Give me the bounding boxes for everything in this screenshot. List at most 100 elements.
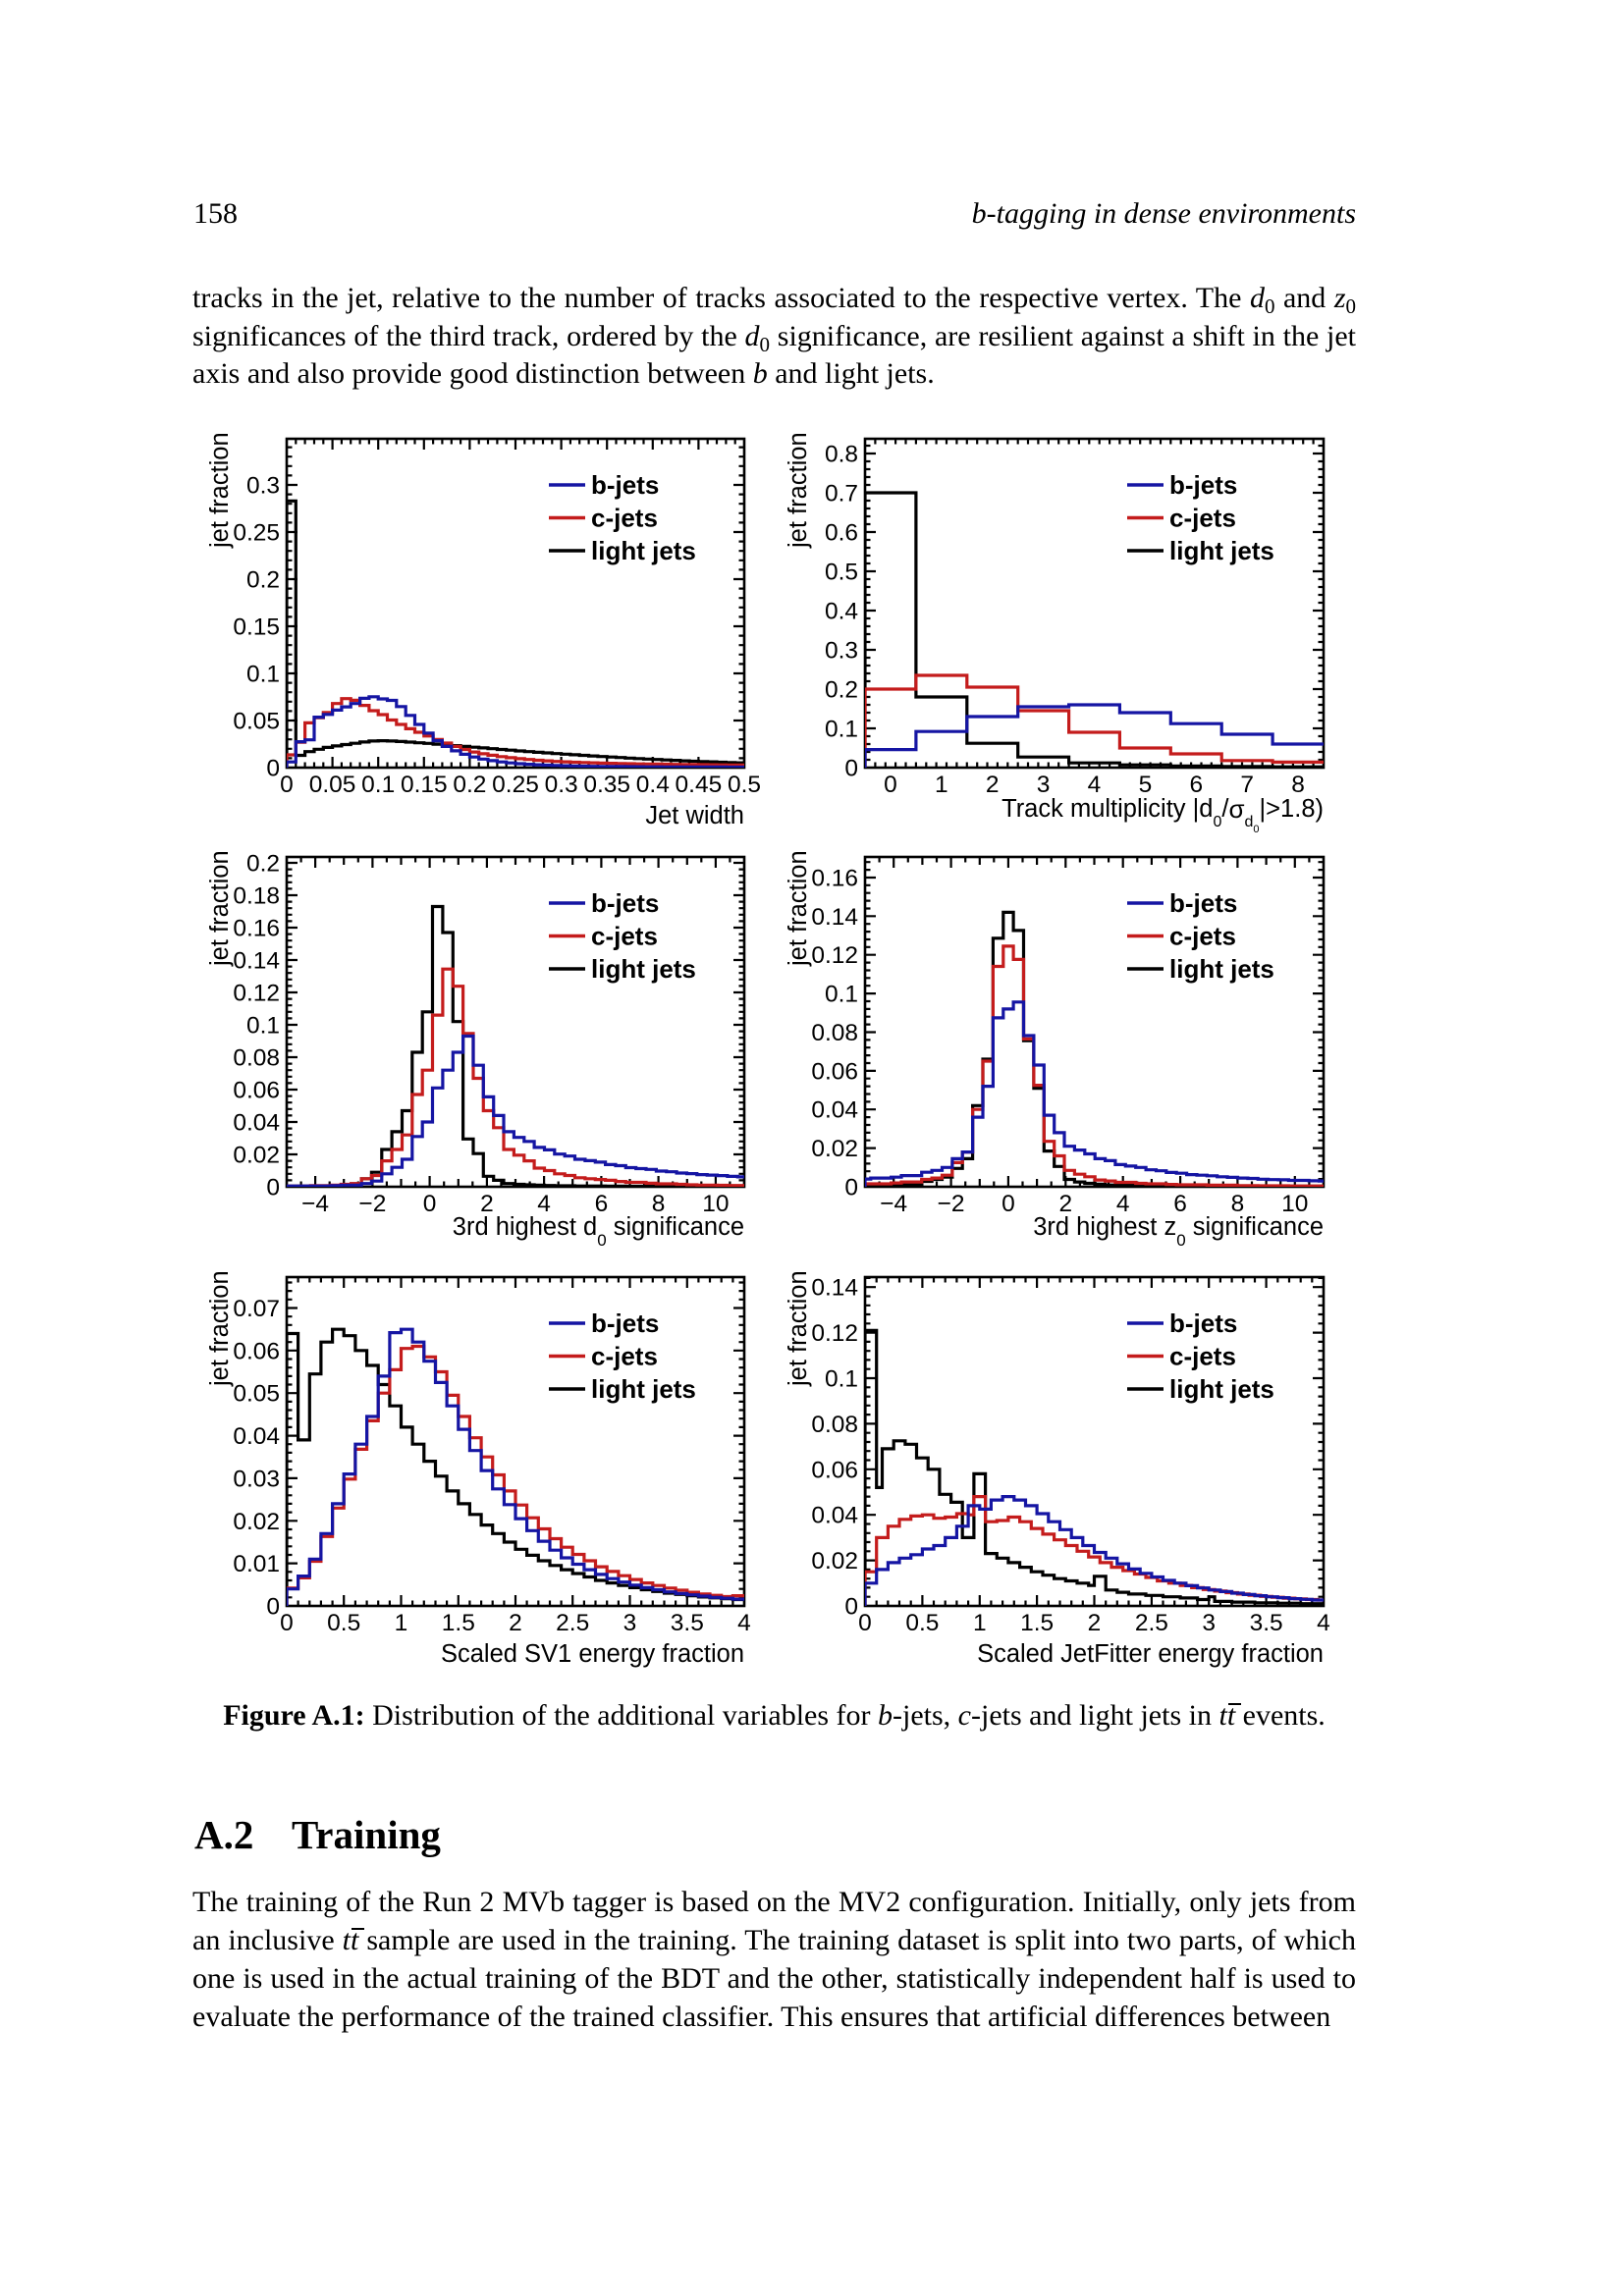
svg-text:light jets: light jets	[1169, 954, 1274, 984]
svg-text:0.05: 0.05	[309, 772, 356, 798]
svg-text:−4: −4	[301, 1191, 329, 1217]
svg-text:0: 0	[423, 1191, 437, 1217]
svg-text:2: 2	[1088, 1610, 1102, 1636]
svg-text:0.1: 0.1	[361, 772, 395, 798]
svg-text:0.4: 0.4	[636, 772, 670, 798]
svg-text:2.5: 2.5	[556, 1610, 589, 1636]
svg-text:6: 6	[1173, 1191, 1187, 1217]
svg-text:1: 1	[395, 1610, 408, 1636]
svg-text:0.25: 0.25	[492, 772, 539, 798]
svg-text:0.04: 0.04	[811, 1097, 858, 1124]
svg-text:0.2: 0.2	[246, 851, 280, 878]
svg-text:Track multiplicity |d0/σd0|>1.: Track multiplicity |d0/σd0|>1.8)	[1001, 794, 1324, 835]
svg-text:0.01: 0.01	[233, 1551, 280, 1577]
svg-text:Scaled JetFitter energy fracti: Scaled JetFitter energy fraction	[977, 1640, 1324, 1668]
svg-text:0.06: 0.06	[233, 1338, 280, 1364]
svg-text:0.02: 0.02	[233, 1143, 280, 1169]
svg-text:10: 10	[702, 1191, 729, 1217]
svg-text:4: 4	[1317, 1610, 1330, 1636]
svg-text:Scaled SV1 energy fraction: Scaled SV1 energy fraction	[441, 1640, 744, 1668]
svg-text:jet fraction: jet fraction	[206, 850, 234, 967]
svg-text:0.16: 0.16	[811, 866, 858, 892]
svg-text:2: 2	[986, 772, 1000, 798]
svg-text:8: 8	[652, 1191, 666, 1217]
svg-text:b-jets: b-jets	[1169, 470, 1237, 500]
svg-text:0.2: 0.2	[453, 772, 486, 798]
svg-text:jet fraction: jet fraction	[785, 850, 812, 967]
svg-text:0.2: 0.2	[246, 567, 280, 594]
svg-text:0.7: 0.7	[825, 481, 858, 507]
svg-text:−4: −4	[880, 1191, 907, 1217]
svg-text:0.04: 0.04	[233, 1110, 280, 1137]
svg-text:3rd highest z0 significance: 3rd highest z0 significance	[1033, 1213, 1324, 1250]
svg-text:0.8: 0.8	[825, 442, 858, 468]
svg-text:0.03: 0.03	[233, 1466, 280, 1492]
svg-text:c-jets: c-jets	[1169, 922, 1236, 951]
svg-text:light jets: light jets	[591, 954, 696, 984]
svg-text:0.06: 0.06	[811, 1058, 858, 1085]
svg-text:4: 4	[537, 1191, 551, 1217]
svg-text:c-jets: c-jets	[1169, 504, 1236, 533]
svg-text:0.12: 0.12	[811, 942, 858, 969]
svg-text:0.04: 0.04	[233, 1423, 280, 1450]
svg-text:c-jets: c-jets	[591, 504, 658, 533]
svg-text:b-jets: b-jets	[591, 888, 659, 918]
svg-text:0.5: 0.5	[825, 560, 858, 586]
svg-text:2: 2	[509, 1610, 522, 1636]
svg-text:6: 6	[595, 1191, 609, 1217]
svg-text:8: 8	[1291, 772, 1305, 798]
svg-text:0: 0	[280, 1610, 294, 1636]
svg-text:light jets: light jets	[1169, 536, 1274, 565]
svg-text:10: 10	[1281, 1191, 1308, 1217]
svg-text:0.1: 0.1	[246, 1013, 280, 1040]
svg-text:2: 2	[480, 1191, 494, 1217]
svg-text:light jets: light jets	[1169, 1374, 1274, 1404]
svg-text:c-jets: c-jets	[591, 1342, 658, 1371]
svg-text:3: 3	[1037, 772, 1051, 798]
svg-text:0.02: 0.02	[811, 1136, 858, 1162]
svg-text:0.15: 0.15	[401, 772, 448, 798]
svg-text:c-jets: c-jets	[1169, 1342, 1236, 1371]
svg-text:4: 4	[737, 1610, 751, 1636]
svg-text:light jets: light jets	[591, 1374, 696, 1404]
svg-text:b-jets: b-jets	[1169, 1308, 1237, 1338]
svg-text:jet fraction: jet fraction	[785, 432, 812, 549]
svg-text:0: 0	[844, 756, 858, 782]
svg-text:0.18: 0.18	[233, 883, 280, 910]
svg-text:0: 0	[844, 1175, 858, 1201]
svg-text:0.4: 0.4	[825, 599, 858, 625]
svg-text:0.5: 0.5	[327, 1610, 360, 1636]
svg-text:0: 0	[1001, 1191, 1015, 1217]
svg-text:5: 5	[1139, 772, 1153, 798]
svg-text:0.1: 0.1	[825, 717, 858, 743]
svg-text:0: 0	[266, 1175, 280, 1201]
svg-text:b-jets: b-jets	[591, 1308, 659, 1338]
svg-text:c-jets: c-jets	[591, 922, 658, 951]
svg-text:jet fraction: jet fraction	[206, 1270, 234, 1387]
svg-text:−2: −2	[358, 1191, 386, 1217]
svg-text:0.07: 0.07	[233, 1296, 280, 1322]
svg-text:1.5: 1.5	[442, 1610, 475, 1636]
svg-text:0.3: 0.3	[246, 473, 280, 500]
svg-text:0.04: 0.04	[811, 1503, 858, 1529]
svg-text:0.14: 0.14	[811, 1275, 858, 1302]
svg-text:0: 0	[858, 1610, 872, 1636]
svg-text:0.1: 0.1	[825, 982, 858, 1008]
svg-text:2.5: 2.5	[1135, 1610, 1168, 1636]
svg-text:8: 8	[1231, 1191, 1245, 1217]
svg-text:0: 0	[266, 1594, 280, 1621]
svg-text:1: 1	[973, 1610, 987, 1636]
svg-text:0.6: 0.6	[825, 520, 858, 547]
svg-text:4: 4	[1088, 772, 1102, 798]
svg-text:0: 0	[266, 756, 280, 782]
svg-text:0.02: 0.02	[811, 1548, 858, 1575]
svg-text:0.3: 0.3	[545, 772, 578, 798]
svg-text:0.15: 0.15	[233, 614, 280, 641]
svg-text:0.08: 0.08	[233, 1045, 280, 1072]
svg-text:0.2: 0.2	[825, 677, 858, 704]
svg-text:0.1: 0.1	[825, 1366, 858, 1393]
svg-text:light jets: light jets	[591, 536, 696, 565]
svg-text:0.16: 0.16	[233, 916, 280, 942]
svg-text:0.05: 0.05	[233, 709, 280, 735]
svg-text:1: 1	[935, 772, 948, 798]
